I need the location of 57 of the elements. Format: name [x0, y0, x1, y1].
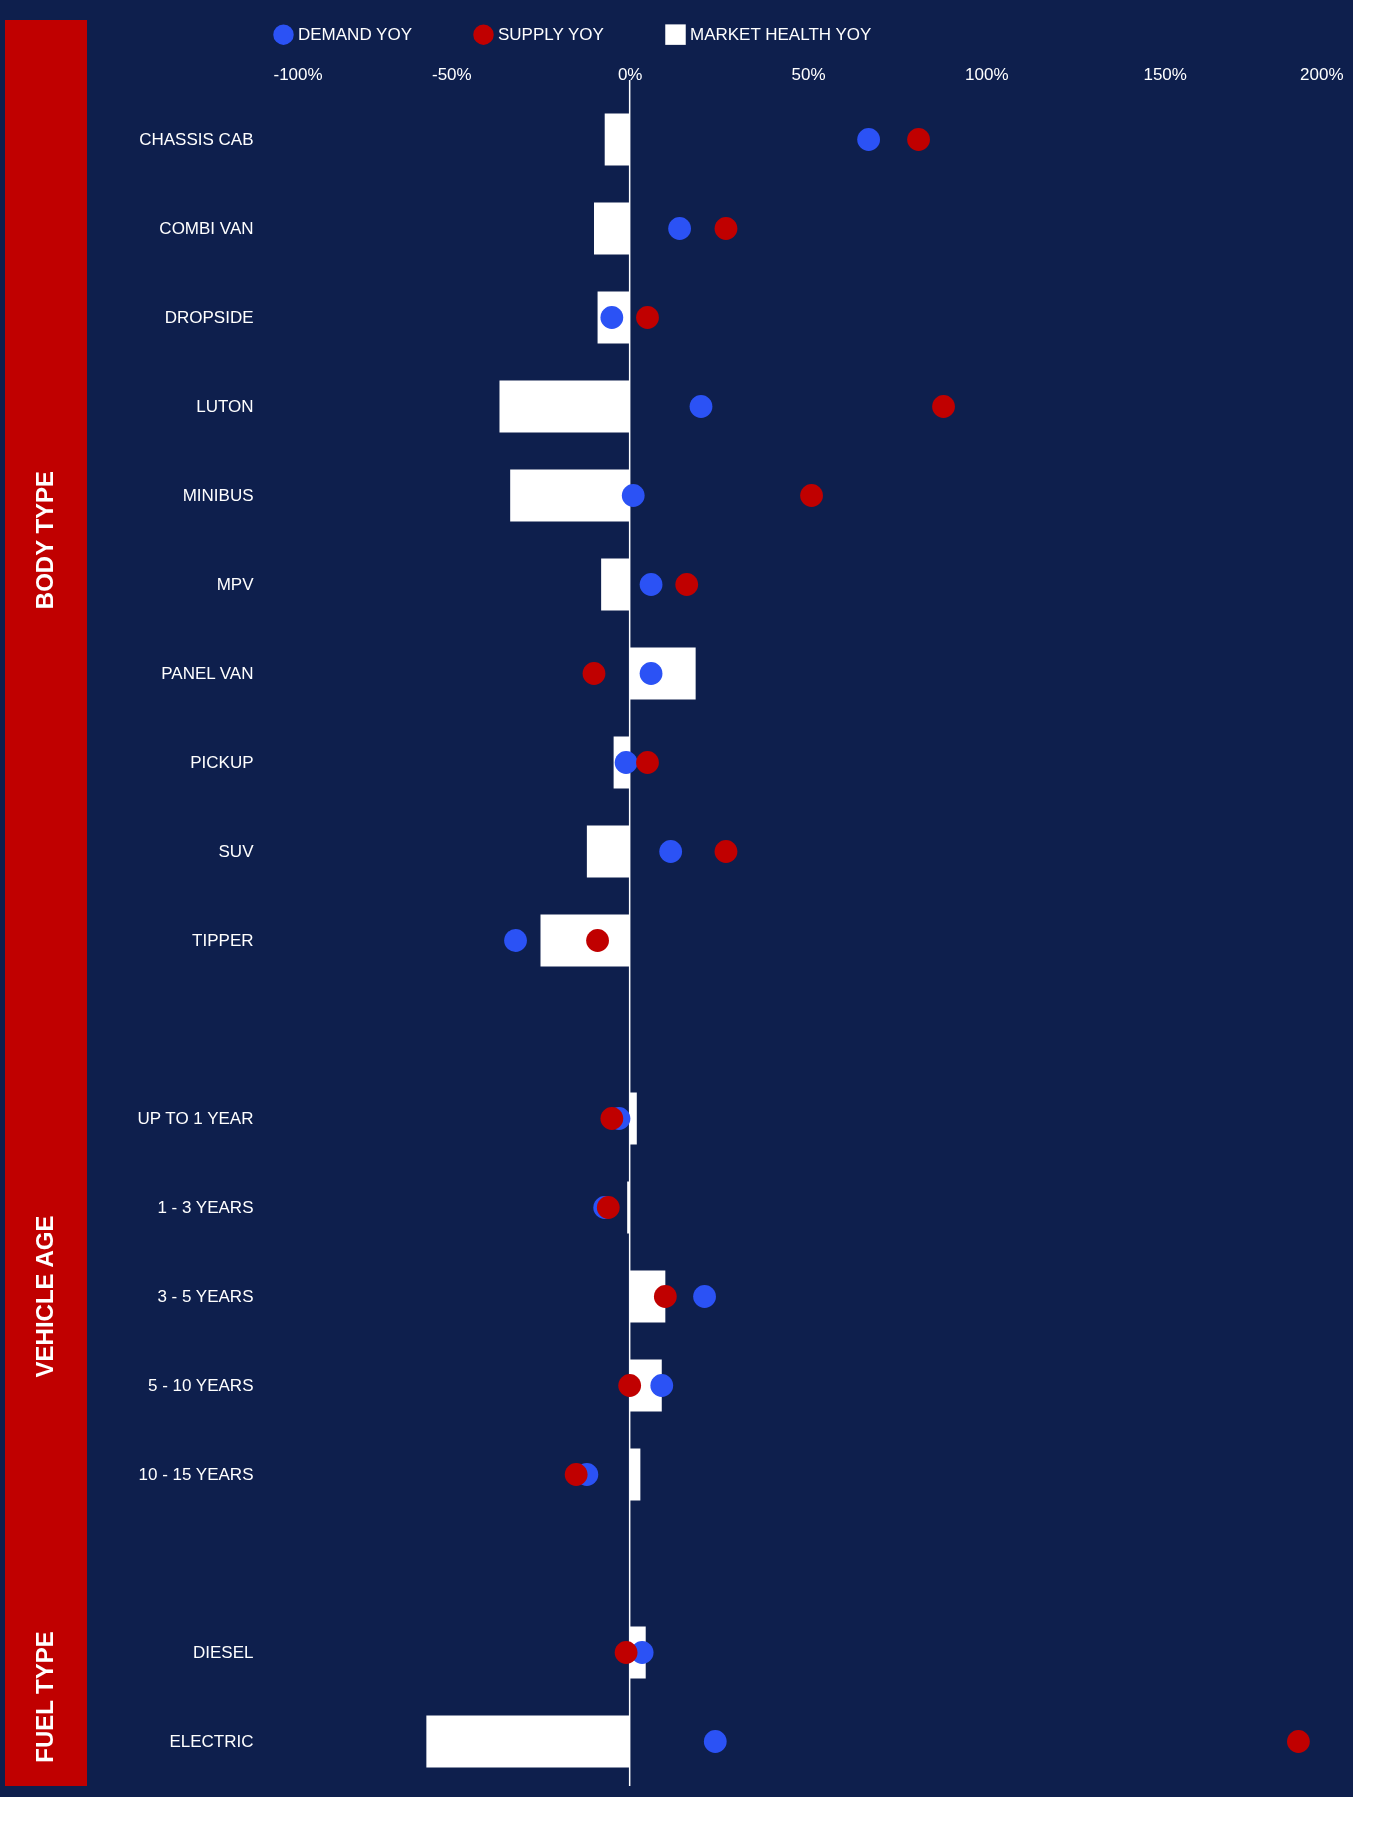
y-tick-label: PICKUP	[190, 752, 254, 772]
point	[714, 840, 738, 863]
y-tick-label: LUTON	[196, 396, 254, 416]
point	[689, 395, 713, 418]
legend-label: SUPPLY YOY	[498, 24, 604, 44]
point	[703, 1730, 727, 1753]
y-tick-label: PANEL VAN	[161, 663, 254, 683]
text: VEHICLE AGE	[31, 1215, 58, 1378]
point	[693, 1285, 716, 1308]
x-tick-label: 100%	[965, 64, 1009, 84]
legend-label: DEMAND YOY	[298, 24, 412, 44]
point	[800, 484, 823, 507]
point	[639, 573, 663, 596]
legend-label: MARKET HEALTH YOY	[690, 24, 872, 44]
point	[907, 128, 930, 151]
y-tick-label: DIESEL	[193, 1642, 254, 1662]
y-tick-label: TIPPER	[192, 930, 254, 950]
y-tick-label: COMBI VAN	[159, 218, 254, 238]
point	[659, 840, 683, 863]
point	[600, 1107, 624, 1130]
point	[857, 128, 881, 151]
point	[618, 1374, 642, 1397]
x-tick-label: -50%	[431, 64, 472, 84]
y-tick-label: CHASSIS CAB	[139, 129, 254, 149]
point	[650, 1374, 674, 1397]
point	[932, 395, 955, 418]
y-tick-label: 1 - 3 YEARS	[157, 1197, 254, 1217]
point	[675, 573, 699, 596]
x-tick-label: 150%	[1143, 64, 1187, 84]
point	[714, 217, 738, 240]
point	[586, 929, 609, 952]
y-tick-label: MINIBUS	[182, 485, 254, 505]
x-tick-label: 0%	[617, 64, 643, 84]
x-tick-label: -100%	[273, 64, 323, 84]
point	[614, 1641, 638, 1664]
point	[504, 929, 527, 952]
point	[636, 751, 659, 774]
point	[653, 1285, 677, 1308]
y-tick-label: DROPSIDE	[164, 307, 254, 327]
point	[668, 217, 691, 240]
point	[582, 662, 606, 685]
point	[636, 306, 659, 329]
y-tick-label: 3 - 5 YEARS	[157, 1286, 254, 1306]
y-tick-label: UP TO 1 YEAR	[137, 1108, 254, 1128]
point	[614, 751, 638, 774]
point	[564, 1463, 588, 1486]
point	[1287, 1730, 1310, 1753]
text: FUEL TYPE	[31, 1631, 58, 1763]
y-tick-label: MPV	[216, 574, 255, 594]
x-tick-label: 50%	[791, 64, 826, 84]
y-tick-label: 5 - 10 YEARS	[147, 1375, 254, 1395]
y-tick-label: ELECTRIC	[169, 1731, 254, 1751]
point	[621, 484, 645, 507]
x-tick-label: 200%	[1300, 64, 1344, 84]
text: BODY TYPE	[31, 470, 58, 610]
y-tick-label: 10 - 15 YEARS	[138, 1464, 254, 1484]
y-tick-label: SUV	[218, 841, 255, 861]
